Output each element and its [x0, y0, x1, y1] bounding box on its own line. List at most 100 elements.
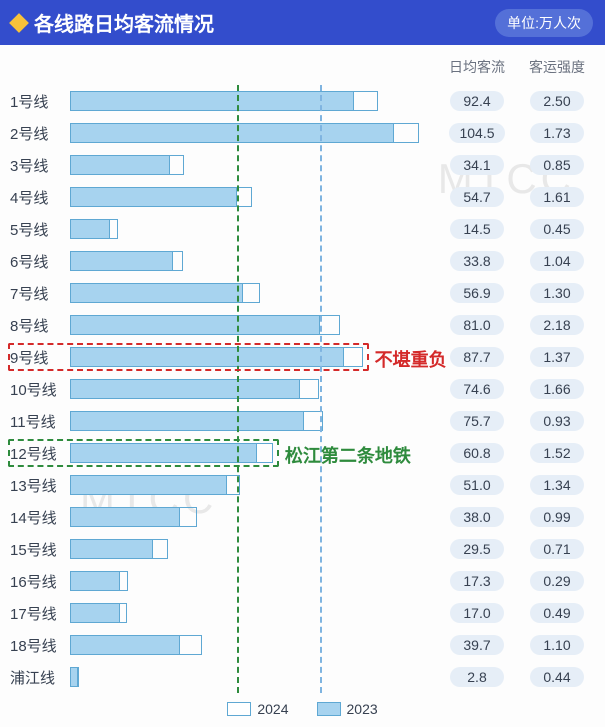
- bar-2024: [70, 155, 184, 175]
- legend-2023: 2023: [317, 701, 378, 717]
- intensity-value: 1.37: [517, 347, 597, 367]
- flow-value: 51.0: [437, 475, 517, 495]
- table-row: 7号线56.91.30: [8, 277, 597, 309]
- bar-2024: [70, 635, 202, 655]
- table-row: 3号线34.10.85: [8, 149, 597, 181]
- legend-label-2024: 2024: [257, 701, 288, 717]
- table-row: 11号线75.70.93: [8, 405, 597, 437]
- line-label: 2号线: [8, 123, 70, 144]
- bar-2024: [70, 315, 340, 335]
- line-label: 4号线: [8, 187, 70, 208]
- line-label: 5号线: [8, 219, 70, 240]
- bar-2024: [70, 91, 378, 111]
- line-label: 10号线: [8, 379, 70, 400]
- legend-label-2023: 2023: [347, 701, 378, 717]
- bar-2024: [70, 283, 260, 303]
- bar-track: [70, 507, 437, 527]
- table-row: 1号线 92.42.50: [8, 85, 597, 117]
- flow-value: 2.8: [437, 667, 517, 687]
- columns-header: 日均客流 客运强度: [8, 57, 597, 77]
- bar-track: [70, 91, 437, 111]
- bar-track: [70, 123, 437, 143]
- flow-value: 14.5: [437, 219, 517, 239]
- line-label: 12号线: [8, 443, 70, 464]
- intensity-value: 0.93: [517, 411, 597, 431]
- bar-track: [70, 283, 437, 303]
- bar-2024: [70, 411, 323, 431]
- intensity-value: 2.18: [517, 315, 597, 335]
- reference-line: [237, 85, 239, 693]
- flow-value: 60.8: [437, 443, 517, 463]
- table-row: 12号线60.81.52: [8, 437, 597, 469]
- bar-track: [70, 347, 437, 367]
- flow-value: 17.3: [437, 571, 517, 591]
- table-row: 5号线14.50.45: [8, 213, 597, 245]
- table-row: 8号线81.02.18: [8, 309, 597, 341]
- bar-track: [70, 155, 437, 175]
- bar-track: [70, 315, 437, 335]
- intensity-value: 1.30: [517, 283, 597, 303]
- intensity-value: 0.71: [517, 539, 597, 559]
- flow-value: 92.4: [437, 91, 517, 111]
- flow-value: 87.7: [437, 347, 517, 367]
- line-label: 15号线: [8, 539, 70, 560]
- line-label: 6号线: [8, 251, 70, 272]
- flow-value: 39.7: [437, 635, 517, 655]
- header-left: 各线路日均客流情况: [12, 8, 214, 37]
- table-row: 16号线17.30.29: [8, 565, 597, 597]
- table-row: 6号线 33.81.04: [8, 245, 597, 277]
- line-label: 浦江线: [8, 667, 70, 688]
- intensity-value: 1.73: [517, 123, 597, 143]
- table-row: 2号线 104.51.73: [8, 117, 597, 149]
- table-row: 9号线87.71.37: [8, 341, 597, 373]
- table-row: 14号线 38.00.99: [8, 501, 597, 533]
- bar-track: [70, 411, 437, 431]
- bar-track: [70, 667, 437, 687]
- diamond-icon: [9, 13, 29, 33]
- table-row: 10号线 74.61.66: [8, 373, 597, 405]
- line-label: 18号线: [8, 635, 70, 656]
- legend-swatch-2023: [317, 702, 341, 716]
- bar-2024: [70, 475, 240, 495]
- intensity-value: 2.50: [517, 91, 597, 111]
- table-row: 13号线 51.01.34: [8, 469, 597, 501]
- table-row: 浦江线 2.80.44: [8, 661, 597, 693]
- table-row: 15号线 29.50.71: [8, 533, 597, 565]
- chart-area: MTCC MTCC 日均客流 客运强度 1号线92.42.502号线104.51…: [0, 45, 605, 727]
- flow-value: 33.8: [437, 251, 517, 271]
- flow-value: 29.5: [437, 539, 517, 559]
- table-row: 18号线 39.71.10: [8, 629, 597, 661]
- bar-2024: [70, 571, 128, 591]
- col-head-flow: 日均客流: [437, 57, 517, 77]
- intensity-value: 1.61: [517, 187, 597, 207]
- flow-value: 38.0: [437, 507, 517, 527]
- line-label: 8号线: [8, 315, 70, 336]
- bar-2024: [70, 443, 273, 463]
- flow-value: 104.5: [437, 123, 517, 143]
- intensity-value: 0.49: [517, 603, 597, 623]
- bar-2024: [70, 507, 197, 527]
- bar-track: [70, 187, 437, 207]
- bar-track: [70, 603, 437, 623]
- bar-2024: [70, 347, 363, 367]
- intensity-value: 0.99: [517, 507, 597, 527]
- line-label: 13号线: [8, 475, 70, 496]
- intensity-value: 1.10: [517, 635, 597, 655]
- flow-value: 54.7: [437, 187, 517, 207]
- bar-2024: [70, 603, 127, 623]
- intensity-value: 1.66: [517, 379, 597, 399]
- line-label: 7号线: [8, 283, 70, 304]
- intensity-value: 0.44: [517, 667, 597, 687]
- intensity-value: 1.34: [517, 475, 597, 495]
- bar-track: [70, 379, 437, 399]
- intensity-value: 1.04: [517, 251, 597, 271]
- line-label: 1号线: [8, 91, 70, 112]
- flow-value: 17.0: [437, 603, 517, 623]
- bar-track: [70, 571, 437, 591]
- flow-value: 74.6: [437, 379, 517, 399]
- bar-track: [70, 475, 437, 495]
- line-label: 14号线: [8, 507, 70, 528]
- chart-rows: 1号线 92.42.50 2号线 104.51.73 3号线34.10.85 4号线 54.…: [8, 85, 597, 693]
- line-label: 3号线: [8, 155, 70, 176]
- intensity-value: 0.29: [517, 571, 597, 591]
